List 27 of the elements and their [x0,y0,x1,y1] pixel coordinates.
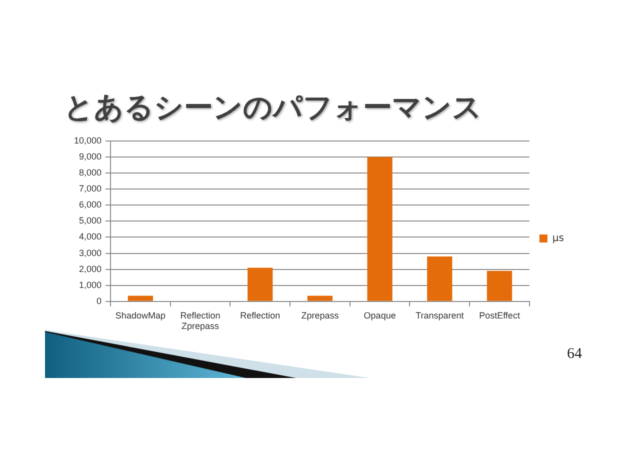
y-tick-label: 0 [96,296,102,306]
x-tick-label: ShadowMap [115,310,166,320]
bar [128,296,154,301]
y-tick-label: 1,000 [78,280,102,290]
y-tick-label: 8,000 [78,168,102,178]
x-tick-label: PostEffect [479,310,520,320]
y-tick-label: 3,000 [78,248,102,258]
y-tick-label: 5,000 [78,216,102,226]
x-tick-label: Zprepass [301,310,340,320]
chart-title: とあるシーンのパフォーマンス [64,89,482,126]
bar [248,268,273,301]
bar [427,256,452,301]
y-tick-label: 2,000 [78,264,102,274]
y-tick-label: 4,000 [78,232,102,242]
legend-label: μs [552,233,564,244]
y-tick-label: 9,000 [78,152,102,162]
y-tick-label: 7,000 [78,184,102,194]
y-tick-label: 10,000 [74,135,102,146]
y-tick-label: 6,000 [78,200,102,210]
bar [486,270,512,301]
text: 64 [567,346,582,363]
x-tick-label: Transparent [416,310,464,320]
bar [367,157,392,301]
x-tick-label: Reflection [240,310,280,320]
x-tick-label: Opaque [364,310,396,320]
x-tick-label: Reflection Zprepass [180,310,220,332]
bar [307,296,333,301]
